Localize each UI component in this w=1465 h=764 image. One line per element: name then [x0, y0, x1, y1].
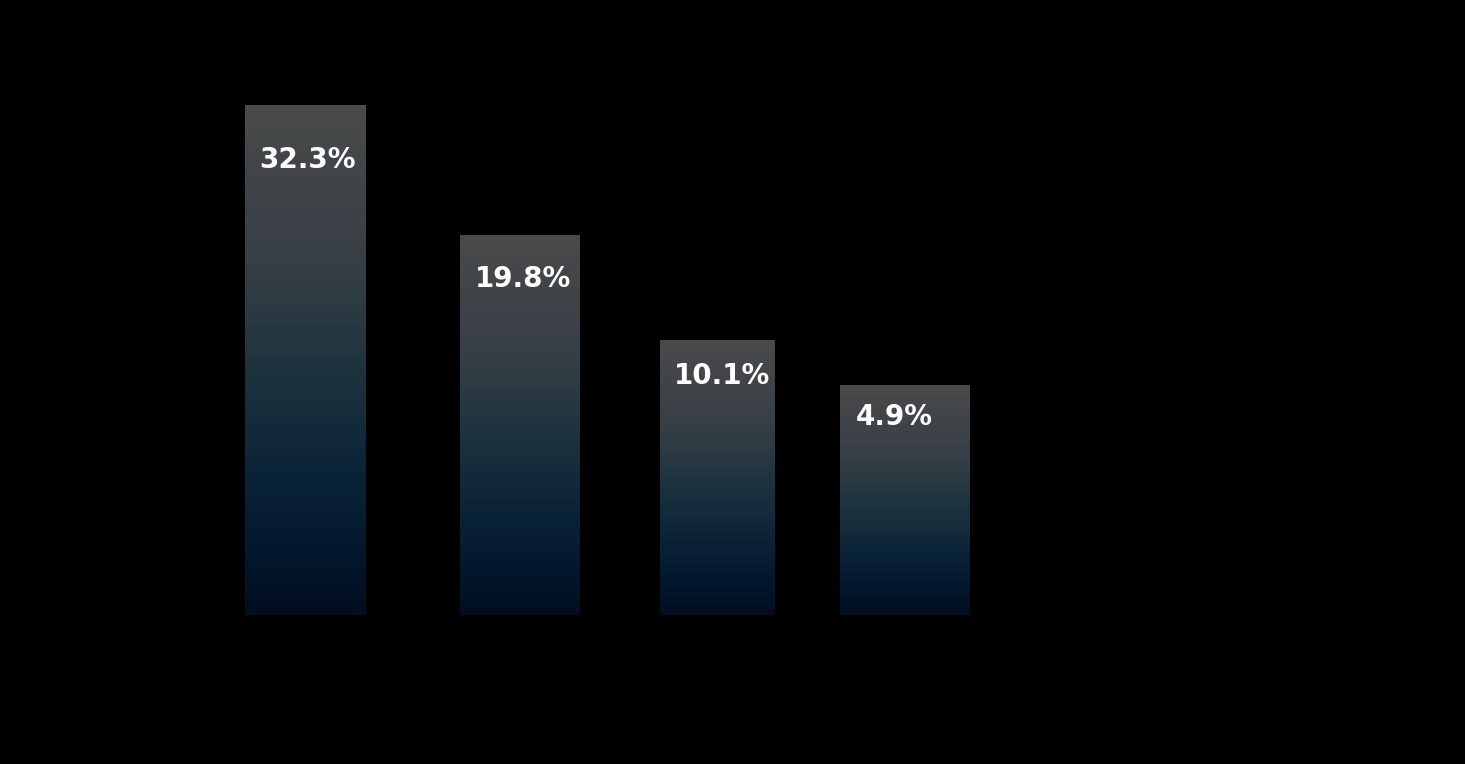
Text: 32.3%: 32.3%: [259, 146, 356, 173]
Text: 4.9%: 4.9%: [856, 403, 933, 432]
Text: 10.1%: 10.1%: [674, 362, 771, 390]
Text: 19.8%: 19.8%: [475, 265, 571, 293]
